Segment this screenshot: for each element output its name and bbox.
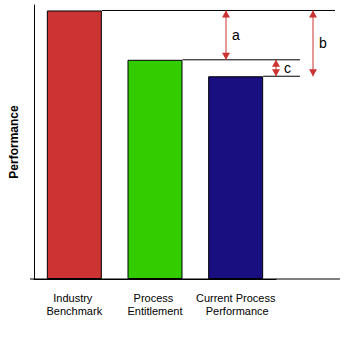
svg-text:Performance: Performance [7,105,21,179]
svg-text:a: a [232,27,240,43]
svg-text:Entitlement: Entitlement [127,305,182,317]
svg-text:Industry: Industry [53,292,95,304]
svg-text:Process: Process [134,292,177,304]
svg-text:Performance: Performance [203,305,269,317]
svg-text:c: c [284,60,291,76]
svg-text:Current Process: Current Process [196,292,276,304]
svg-text:Benchmark: Benchmark [47,305,103,317]
svg-text:b: b [319,35,327,51]
